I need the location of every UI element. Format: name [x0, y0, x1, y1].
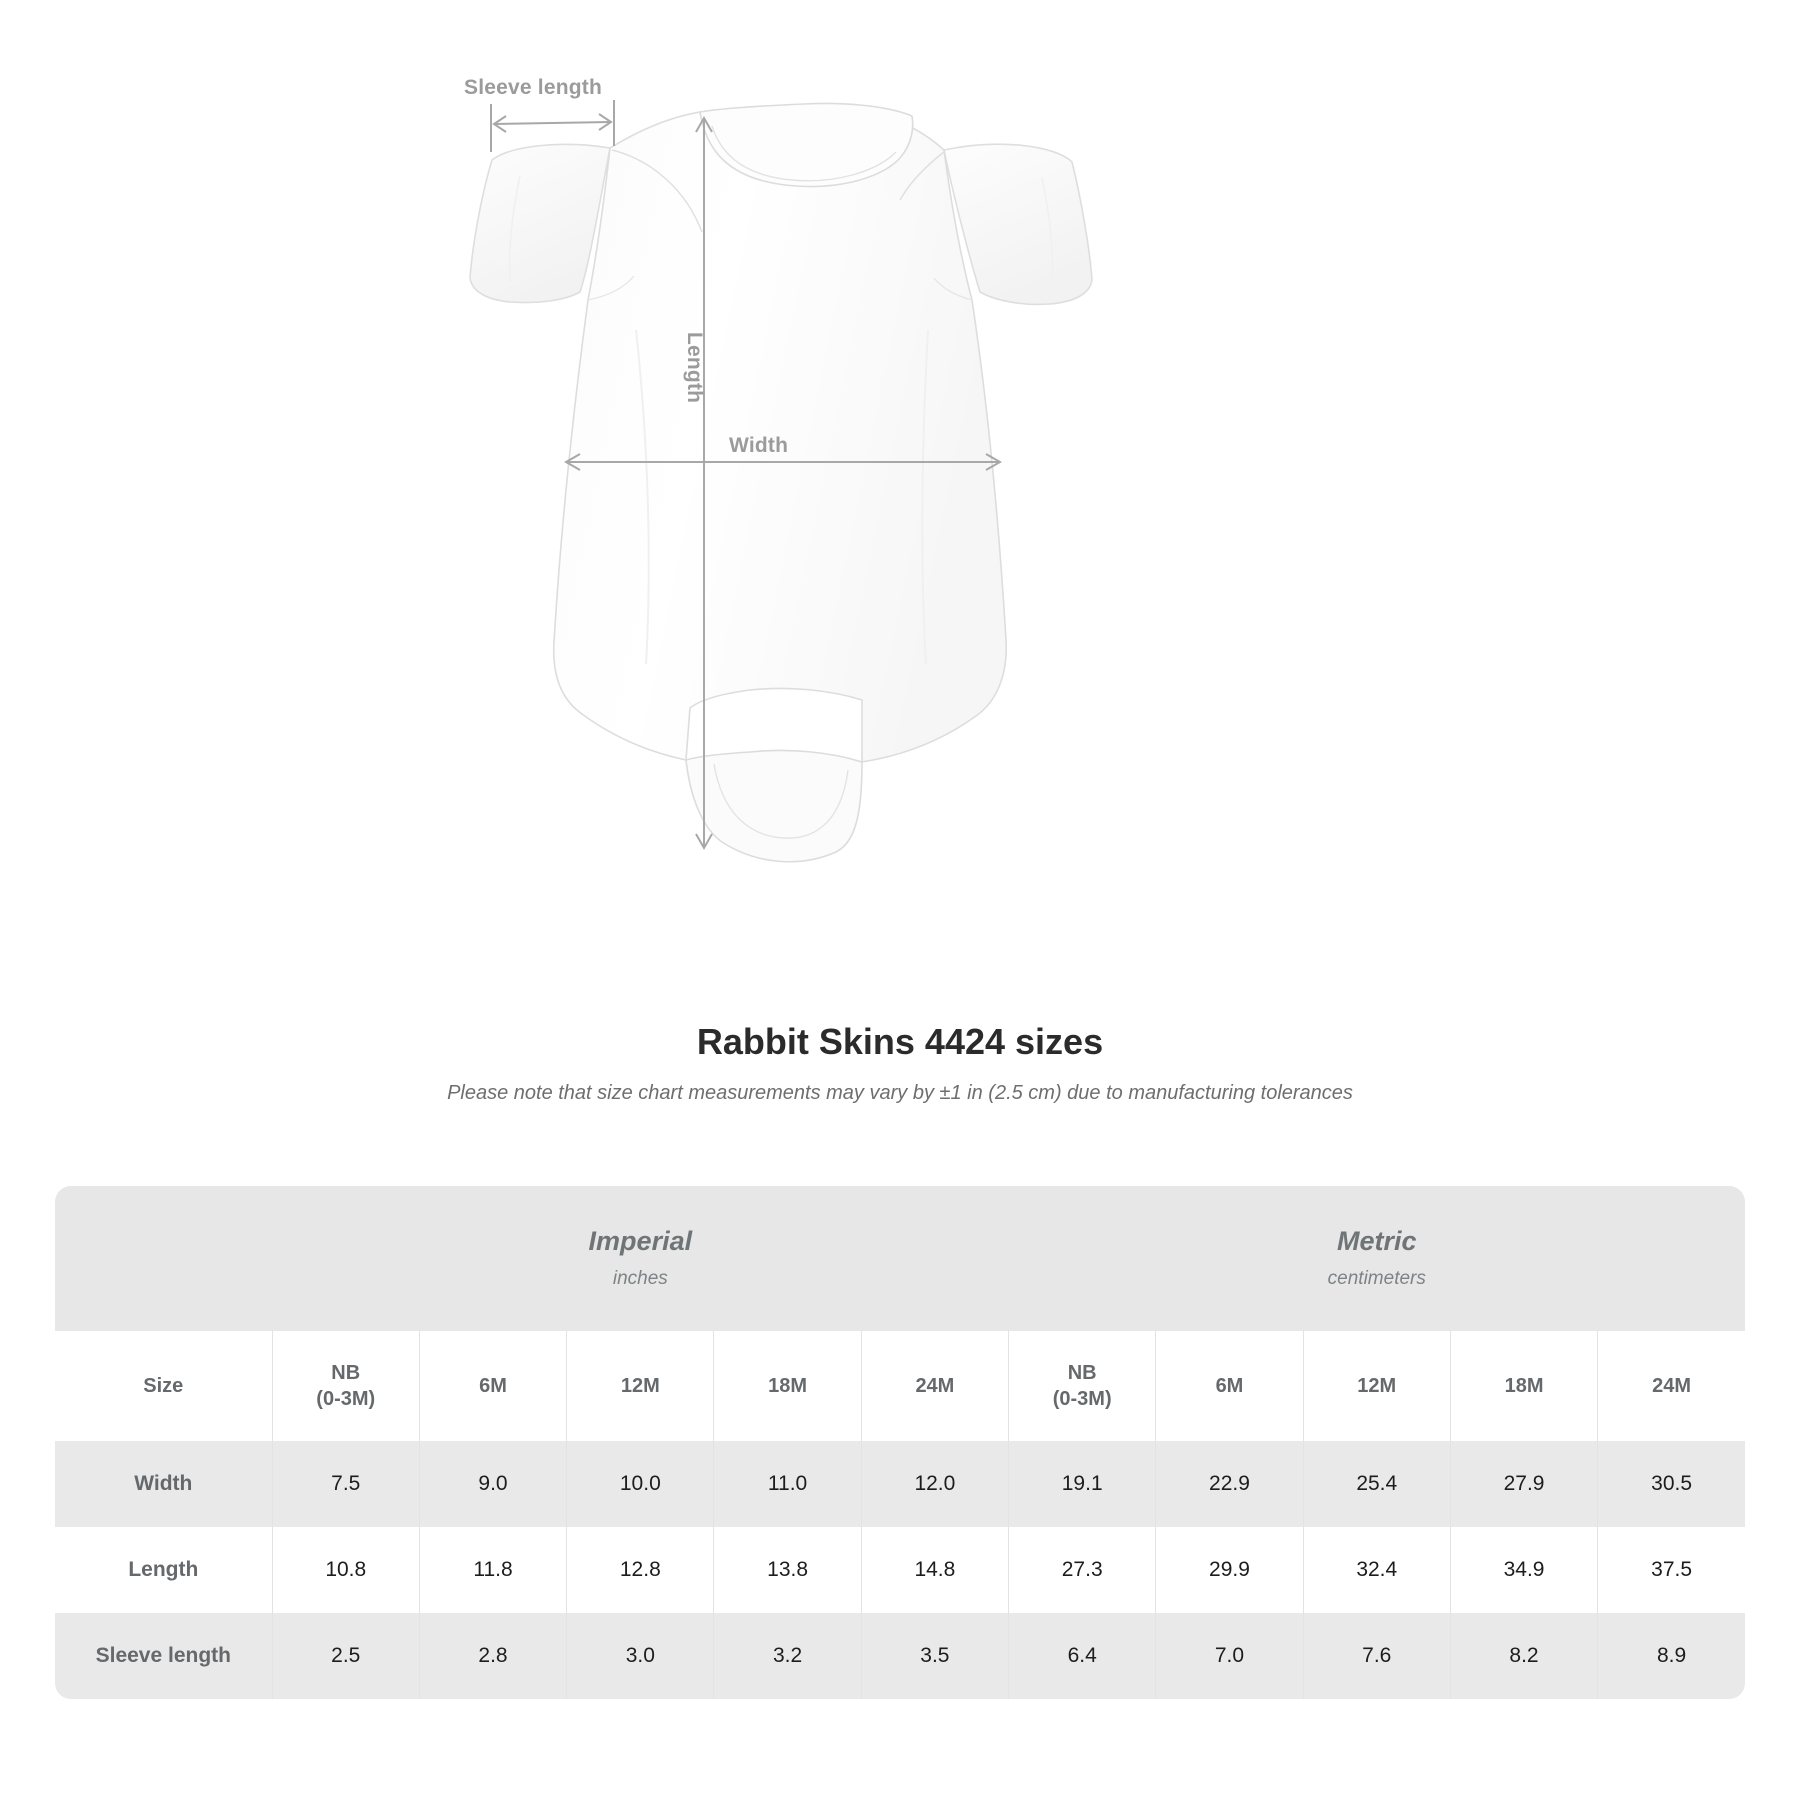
- cell-sleeve-4: 3.5: [861, 1613, 1010, 1699]
- unit-group-row: Imperial inches Metric centimeters: [55, 1186, 1745, 1331]
- fabric-fold-2: [921, 329, 929, 665]
- length-annotation-label: Length: [683, 332, 706, 404]
- sleeve-fold-right: [1041, 177, 1054, 283]
- table-row: Sleeve length 2.5 2.8 3.0 3.2 3.5 6.4 7.…: [55, 1613, 1745, 1699]
- fabric-fold-1: [635, 329, 650, 665]
- size-header-col-0-main: NB: [331, 1362, 361, 1384]
- size-header-col-5-main: NB: [1067, 1362, 1097, 1384]
- right-sleeve-shape: [943, 143, 1093, 306]
- unit-group-metric: Metric centimeters: [1008, 1186, 1745, 1331]
- cell-width-9: 30.5: [1597, 1441, 1745, 1527]
- right-armhole-seam: [933, 277, 973, 301]
- cell-width-5: 19.1: [1008, 1441, 1157, 1527]
- row-label-width: Width: [55, 1441, 273, 1527]
- cell-sleeve-7: 7.6: [1303, 1613, 1451, 1699]
- sleeve-arrowhead-right: [598, 113, 613, 131]
- right-shoulder-seam: [899, 151, 945, 201]
- cell-width-6: 22.9: [1155, 1441, 1304, 1527]
- cell-width-4: 12.0: [861, 1441, 1010, 1527]
- title-block: Rabbit Skins 4424 sizes Please note that…: [0, 1020, 1800, 1106]
- left-sleeve-shape: [469, 143, 611, 304]
- cell-sleeve-0: 2.5: [272, 1613, 420, 1699]
- unit-group-imperial: Imperial inches: [272, 1186, 1009, 1331]
- size-header-col-6: 6M: [1155, 1331, 1304, 1441]
- cell-length-1: 11.8: [419, 1527, 568, 1613]
- cell-length-7: 32.4: [1303, 1527, 1451, 1613]
- cell-width-3: 11.0: [713, 1441, 862, 1527]
- size-header-col-5-sub: (0-3M): [1052, 1388, 1112, 1410]
- length-arrowhead-top: [695, 115, 713, 133]
- size-header-col-0: NB (0-3M): [272, 1331, 420, 1441]
- crotch-inner-curve: [713, 763, 849, 839]
- cell-length-4: 14.8: [861, 1527, 1010, 1613]
- cell-width-7: 25.4: [1303, 1441, 1451, 1527]
- unit-band-spacer: [55, 1186, 273, 1331]
- sleeve-fold-left: [508, 175, 521, 283]
- table-row: Length 10.8 11.8 12.8 13.8 14.8 27.3 29.…: [55, 1527, 1745, 1613]
- cell-length-3: 13.8: [713, 1527, 862, 1613]
- cell-sleeve-3: 3.2: [713, 1613, 862, 1699]
- unit-group-imperial-sub: inches: [612, 1267, 668, 1289]
- size-chart-table-wrap: Imperial inches Metric centimeters Size …: [55, 1186, 1745, 1699]
- size-header-col-1-main: 6M: [479, 1375, 507, 1397]
- table-row: Width 7.5 9.0 10.0 11.0 12.0 19.1 22.9 2…: [55, 1441, 1745, 1527]
- size-header-col-0-sub: (0-3M): [316, 1388, 376, 1410]
- size-header-col-3-main: 18M: [768, 1375, 808, 1397]
- page-title: Rabbit Skins 4424 sizes: [696, 1021, 1104, 1062]
- cell-length-0: 10.8: [272, 1527, 420, 1613]
- size-header-col-5: NB (0-3M): [1008, 1331, 1157, 1441]
- size-header-col-2-main: 12M: [620, 1375, 660, 1397]
- size-chart-table: Imperial inches Metric centimeters Size …: [55, 1186, 1745, 1699]
- cell-width-0: 7.5: [272, 1441, 420, 1527]
- cell-sleeve-6: 7.0: [1155, 1613, 1304, 1699]
- page-subtitle: Please note that size chart measurements…: [447, 1082, 1353, 1104]
- width-arrowhead-right: [985, 453, 1003, 471]
- cell-sleeve-1: 2.8: [419, 1613, 568, 1699]
- size-header-col-1: 6M: [419, 1331, 568, 1441]
- size-header-col-4-main: 24M: [915, 1375, 955, 1397]
- left-shoulder-seam: [611, 149, 703, 233]
- cell-length-9: 37.5: [1597, 1527, 1745, 1613]
- size-header-row: Size NB (0-3M) 6M 12M 18M 24M N: [55, 1331, 1745, 1441]
- collar-shape: [699, 102, 914, 188]
- collar-inner-line: [711, 125, 897, 182]
- cell-width-1: 9.0: [419, 1441, 568, 1527]
- cell-length-2: 12.8: [566, 1527, 715, 1613]
- size-header-col-8: 18M: [1450, 1331, 1599, 1441]
- cell-length-5: 27.3: [1008, 1527, 1157, 1613]
- cell-sleeve-2: 3.0: [566, 1613, 715, 1699]
- size-header-col-2: 12M: [566, 1331, 715, 1441]
- size-header-col-9: 24M: [1597, 1331, 1745, 1441]
- cell-length-8: 34.9: [1450, 1527, 1599, 1613]
- unit-group-metric-sub: centimeters: [1327, 1267, 1426, 1289]
- size-header-label: Size: [55, 1331, 273, 1441]
- left-armhole-seam: [587, 275, 635, 301]
- sleeve-arrow-line: [493, 121, 612, 125]
- size-header-col-6-main: 6M: [1215, 1375, 1244, 1397]
- unit-group-imperial-name: Imperial: [588, 1225, 693, 1256]
- length-arrowhead-bottom: [695, 833, 713, 851]
- sleeve-length-annotation-label: Sleeve length: [464, 76, 602, 99]
- size-header-col-4: 24M: [861, 1331, 1010, 1441]
- row-label-sleeve-length: Sleeve length: [55, 1613, 273, 1699]
- width-arrowhead-left: [563, 453, 581, 471]
- cell-width-2: 10.0: [566, 1441, 715, 1527]
- size-header-col-7: 12M: [1303, 1331, 1451, 1441]
- size-header-col-8-main: 18M: [1504, 1375, 1544, 1397]
- cell-sleeve-5: 6.4: [1008, 1613, 1157, 1699]
- crotch-flap-shape: [685, 749, 863, 863]
- size-header-col-7-main: 12M: [1357, 1375, 1397, 1397]
- cell-sleeve-8: 8.2: [1450, 1613, 1599, 1699]
- cell-width-8: 27.9: [1450, 1441, 1599, 1527]
- row-label-length: Length: [55, 1527, 273, 1613]
- unit-group-metric-name: Metric: [1337, 1225, 1417, 1256]
- width-annotation-label: Width: [729, 434, 789, 457]
- bodysuit-drawing: [469, 100, 1093, 863]
- cell-sleeve-9: 8.9: [1597, 1613, 1745, 1699]
- garment-illustration: Sleeve length Length Width: [464, 76, 1093, 863]
- size-header-col-3: 18M: [713, 1331, 862, 1441]
- cell-length-6: 29.9: [1155, 1527, 1304, 1613]
- size-header-col-9-main: 24M: [1652, 1375, 1692, 1397]
- sleeve-arrowhead-left: [492, 115, 507, 133]
